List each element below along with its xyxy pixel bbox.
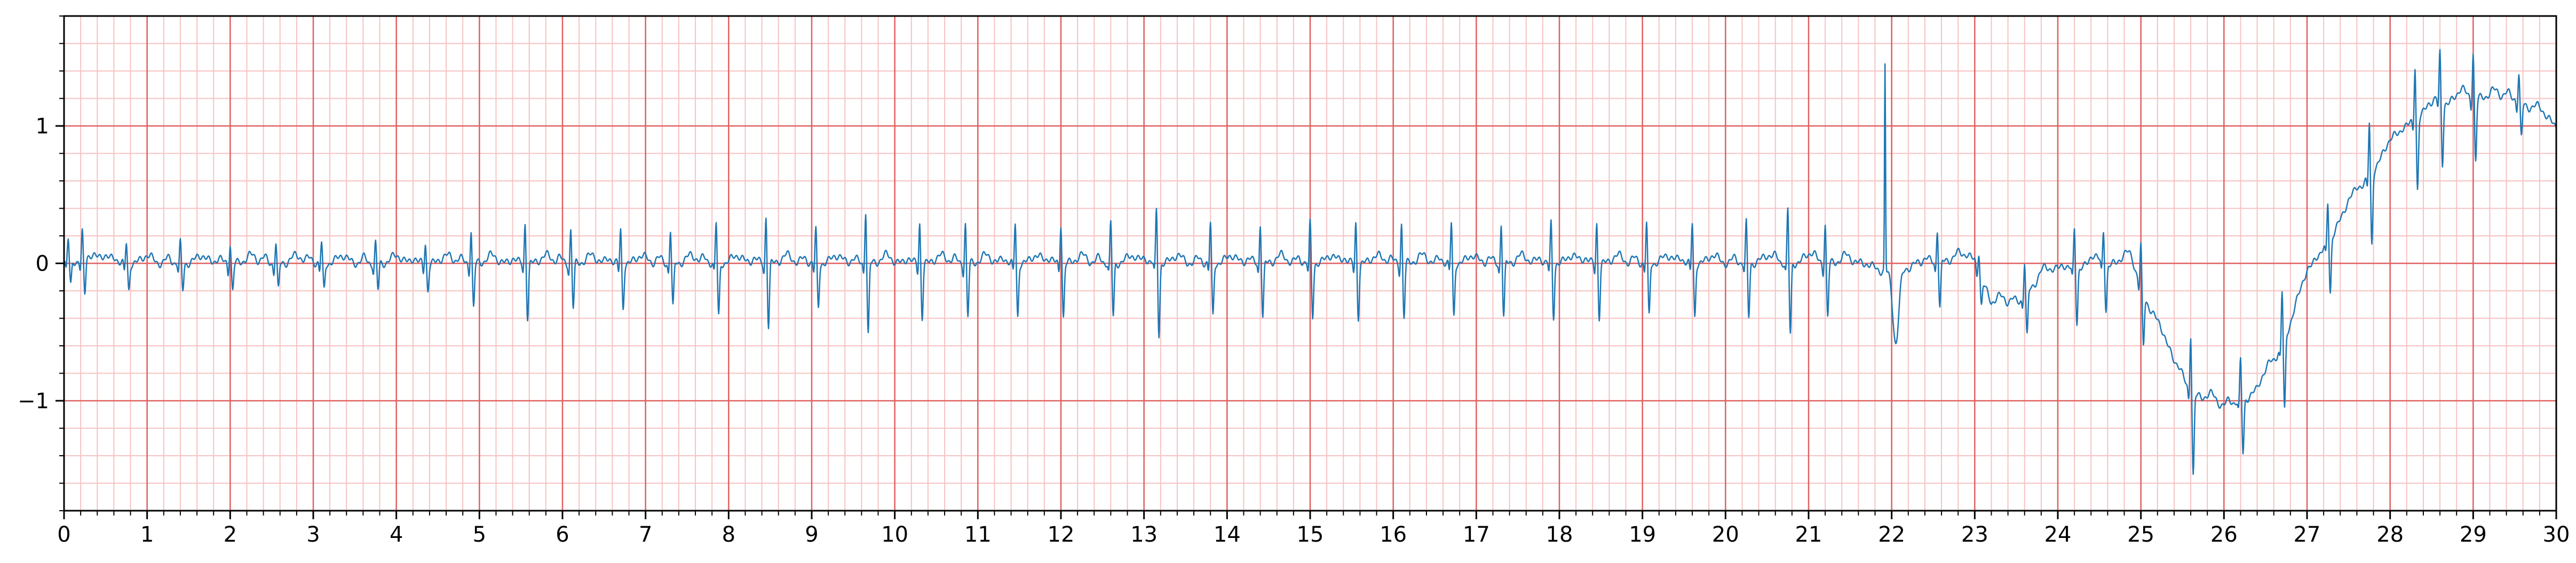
y-axis: −1 0 1 bbox=[18, 15, 64, 511]
x-tick-label: 1 bbox=[140, 522, 154, 547]
x-tick-label: 3 bbox=[306, 522, 320, 547]
x-tick-label: 30 bbox=[2543, 522, 2570, 547]
x-tick-label: 29 bbox=[2460, 522, 2487, 547]
x-tick-label: 28 bbox=[2376, 522, 2404, 547]
x-tick-label: 12 bbox=[1048, 522, 1075, 547]
x-tick-label: 16 bbox=[1380, 522, 1407, 547]
y-tick-label: 0 bbox=[36, 252, 49, 276]
x-tick-label: 2 bbox=[224, 522, 237, 547]
x-tick-label: 9 bbox=[805, 522, 818, 547]
series-layer bbox=[63, 49, 2557, 475]
x-tick-label: 25 bbox=[2127, 522, 2154, 547]
x-tick-label: 19 bbox=[1629, 522, 1656, 547]
x-tick-label: 4 bbox=[390, 522, 403, 547]
x-tick-label: 10 bbox=[881, 522, 908, 547]
x-tick-label: 27 bbox=[2294, 522, 2321, 547]
x-tick-label: 14 bbox=[1214, 522, 1241, 547]
y-tick-label: −1 bbox=[18, 389, 49, 414]
x-axis: 0 1 2 3 4 5 6 7 8 9 10 11 12 13 14 15 16 17 18 19 20 21 22 23 24… bbox=[57, 511, 2570, 547]
x-tick-label: 23 bbox=[1961, 522, 1988, 547]
x-tick-label: 0 bbox=[57, 522, 70, 547]
x-tick-label: 18 bbox=[1546, 522, 1573, 547]
x-tick-label: 6 bbox=[556, 522, 569, 547]
x-tick-label: 11 bbox=[964, 522, 992, 547]
x-tick-label: 22 bbox=[1878, 522, 1905, 547]
x-tick-label: 21 bbox=[1795, 522, 1822, 547]
y-tick-label: 1 bbox=[36, 114, 49, 139]
x-tick-label: 26 bbox=[2210, 522, 2238, 547]
x-tick-label: 24 bbox=[2044, 522, 2072, 547]
x-tick-label: 7 bbox=[639, 522, 652, 547]
x-tick-label: 20 bbox=[1712, 522, 1739, 547]
x-tick-label: 5 bbox=[473, 522, 486, 547]
x-tick-label: 13 bbox=[1130, 522, 1158, 547]
x-tick-label: 15 bbox=[1297, 522, 1324, 547]
series-line bbox=[63, 49, 2557, 475]
x-tick-label: 8 bbox=[722, 522, 735, 547]
x-tick-label: 17 bbox=[1463, 522, 1490, 547]
